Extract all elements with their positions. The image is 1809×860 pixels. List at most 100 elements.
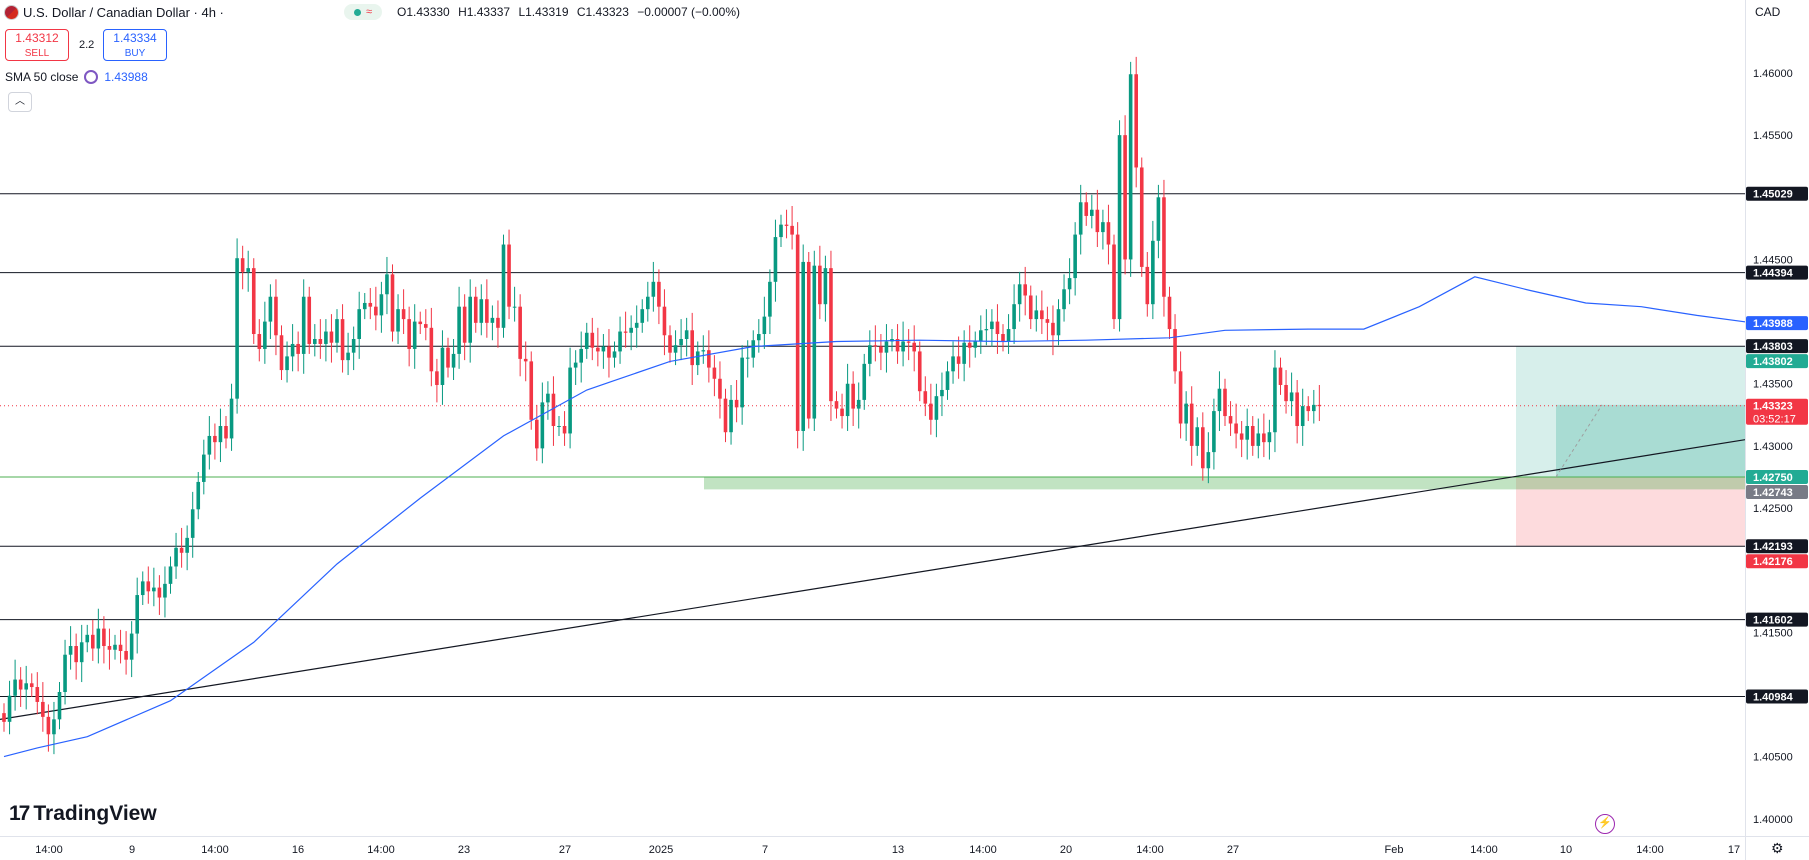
candle-body [973, 341, 978, 348]
candle-body [568, 367, 572, 434]
sma-50-line [3, 276, 1753, 758]
candle-body [179, 547, 184, 553]
candle-body [806, 261, 811, 419]
target-zone [1516, 346, 1745, 477]
candle-body [979, 330, 983, 342]
candle-body [85, 634, 90, 643]
time-axis[interactable]: 14:00 9 14:00 16 14:00 23 27 2025 7 13 14:00 20 14:0… [35, 844, 1740, 856]
candle-body [934, 396, 939, 420]
candle-body [646, 296, 650, 310]
price-label-box [1746, 554, 1808, 569]
candle-body [1145, 266, 1150, 305]
wave-icon: ≈ [365, 6, 373, 18]
price-label-text: 1.44394 [1753, 268, 1794, 280]
price-label-box [1746, 469, 1808, 484]
candle-body [296, 343, 300, 354]
chevron-up-icon: ︿ [15, 96, 25, 107]
candle-body [374, 306, 378, 316]
candle-body [385, 274, 389, 295]
time-axis-separator [0, 836, 1809, 837]
time-tick-label: Feb [1385, 844, 1404, 856]
gear-icon[interactable]: ⚙ [1771, 840, 1784, 856]
candle-body [1012, 304, 1016, 330]
ascending-trendline [0, 439, 1746, 720]
candle-body [307, 296, 312, 344]
candle-body [1278, 367, 1283, 385]
candle-body [1051, 322, 1055, 336]
candle-body [1128, 74, 1133, 260]
price-tick-label: 1.40500 [1753, 752, 1793, 764]
candle-body [1040, 310, 1044, 320]
candle-body [407, 319, 411, 349]
candle-body [390, 274, 395, 332]
candle-body [701, 350, 706, 352]
candle-body [679, 338, 683, 346]
candle-body [695, 351, 700, 366]
time-tick-label: 23 [458, 844, 470, 856]
support-zone [704, 476, 1745, 490]
buy-button[interactable]: 1.43334 BUY [103, 29, 167, 61]
candle-body [124, 650, 128, 660]
candle-body [729, 399, 733, 433]
candle-body [834, 401, 839, 409]
candle-body [157, 587, 162, 598]
candle-body [1306, 406, 1311, 412]
time-tick-label: 27 [1227, 844, 1239, 856]
candle-body [1295, 392, 1299, 427]
horizontal-levels-layer [0, 193, 1745, 697]
sell-label: SELL [24, 48, 50, 59]
candle-body [501, 244, 506, 328]
currency-label[interactable]: CAD [1755, 5, 1781, 19]
sell-button[interactable]: 1.43312 SELL [5, 29, 69, 61]
candle-body [263, 321, 267, 349]
time-tick-label: 10 [1560, 844, 1572, 856]
candle-body [163, 583, 167, 598]
candle-body [1212, 411, 1216, 453]
candle-body [901, 341, 905, 352]
candle-body [1045, 319, 1050, 323]
price-axis-separator [1745, 0, 1746, 860]
market-status-pill[interactable]: ≈ [344, 4, 382, 20]
price-tick-label: 1.44500 [1753, 254, 1793, 266]
collapse-legend-button[interactable]: ︿ [8, 92, 32, 112]
profit-fill-zone [1556, 404, 1745, 477]
candle-body [268, 296, 273, 322]
sell-price: 1.43312 [15, 31, 59, 45]
price-label-text: 1.41602 [1753, 615, 1793, 627]
candle-body [329, 331, 334, 343]
candle-body [862, 363, 867, 400]
candle-body [46, 716, 51, 735]
candle-body [1034, 310, 1039, 320]
candle-body [240, 258, 245, 272]
price-tick-label: 1.42500 [1753, 503, 1793, 515]
price-label-text: 1.43323 [1753, 401, 1793, 413]
indicator-legend[interactable]: SMA 50 close 1.43988 [5, 70, 148, 84]
candle-body [229, 398, 234, 439]
time-tick-label: 9 [129, 844, 135, 856]
candle-body [401, 309, 406, 320]
candle-body [840, 408, 844, 417]
time-tick-label: 27 [559, 844, 571, 856]
lightning-icon[interactable]: ⚡ [1595, 814, 1615, 834]
zones-layer [0, 346, 1745, 547]
candle-body [451, 353, 456, 368]
candle-body [1139, 167, 1144, 267]
candle-body [573, 362, 578, 368]
candle-body [607, 346, 611, 358]
ohlc-close: C1.43323 [576, 5, 629, 19]
candle-body [984, 329, 989, 331]
candle-body [507, 244, 511, 307]
price-tick-label: 1.40000 [1753, 814, 1793, 826]
symbol-title[interactable]: U.S. Dollar / Canadian Dollar · 4h · [23, 4, 224, 20]
time-tick-label: 7 [762, 844, 768, 856]
time-tick-label: 14:00 [35, 844, 63, 856]
candle-body [1056, 309, 1061, 336]
candle-body [68, 646, 73, 655]
candle-body [879, 346, 883, 353]
time-tick-label: 14:00 [1470, 844, 1498, 856]
candle-body [1023, 284, 1027, 296]
candle-body [473, 296, 478, 323]
candle-body [1195, 427, 1200, 446]
candle-body [1178, 371, 1183, 424]
